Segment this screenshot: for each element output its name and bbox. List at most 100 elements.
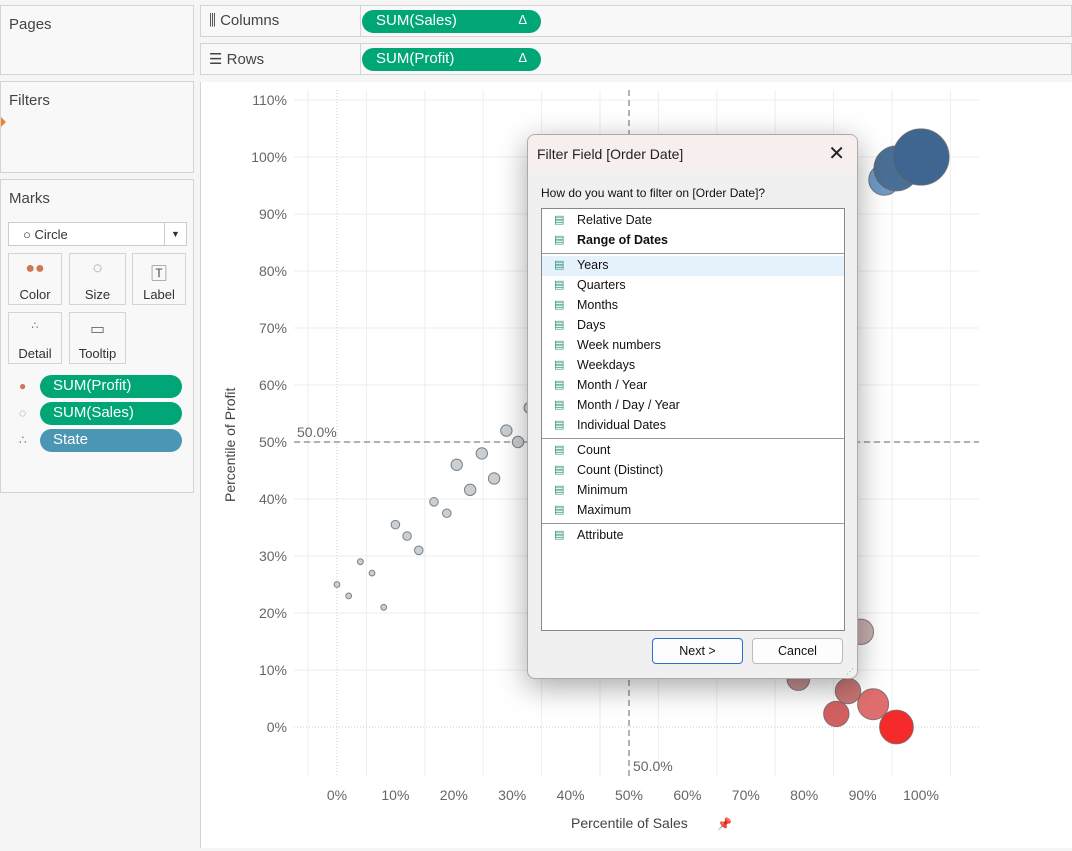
data-point xyxy=(511,435,525,449)
x-tick-label: 100% xyxy=(903,787,939,803)
list-item[interactable]: ▤ Attribute xyxy=(542,526,844,546)
list-item[interactable]: ▤ Range of Dates xyxy=(542,231,844,251)
filter-field-dialog: Filter Field [Order Date] ✕ How do you wa… xyxy=(527,134,858,679)
marks-panel: Marks ○ Circle ▼ ●● Color ◌ Size 🅃 Label ∴ De… xyxy=(0,179,194,493)
list-item[interactable]: ▤ Minimum xyxy=(542,481,844,501)
data-point xyxy=(500,424,513,437)
calendar-icon: ▤ xyxy=(554,444,565,456)
reference-label-y: 50.0% xyxy=(297,424,337,440)
list-item[interactable]: ▤ Weekdays xyxy=(542,356,844,376)
data-point xyxy=(857,688,890,721)
data-point xyxy=(892,128,950,186)
data-point xyxy=(823,700,850,728)
list-item[interactable]: ▤ Years xyxy=(542,256,844,276)
list-item[interactable]: ▤ Months xyxy=(542,296,844,316)
data-point xyxy=(487,472,501,485)
filters-panel[interactable]: Filters xyxy=(0,81,194,173)
list-item[interactable]: ▤ Maximum xyxy=(542,501,844,521)
pages-panel[interactable]: Pages xyxy=(0,5,194,75)
list-item[interactable]: ▤ Individual Dates xyxy=(542,416,844,436)
calendar-icon: ▤ xyxy=(554,359,565,371)
delta-icon: Δ xyxy=(518,12,527,27)
data-point xyxy=(441,508,452,519)
calendar-icon: ▤ xyxy=(554,339,565,351)
list-item[interactable]: ▤ Week numbers xyxy=(542,336,844,356)
data-point xyxy=(345,592,353,600)
size-icon: ◌ xyxy=(92,260,103,277)
list-item[interactable]: ▤ Days xyxy=(542,316,844,336)
list-item-label: Week numbers xyxy=(577,338,661,352)
cancel-button[interactable]: Cancel xyxy=(752,638,843,664)
profit-pill[interactable]: SUM(Profit) Δ xyxy=(362,48,541,71)
y-tick-label: 80% xyxy=(259,263,287,279)
color-button[interactable]: ●● Color xyxy=(8,253,62,305)
tooltip-button[interactable]: ▭ Tooltip xyxy=(69,312,126,364)
x-tick-label: 80% xyxy=(790,787,818,803)
x-axis-title: Percentile of Sales xyxy=(571,815,688,831)
data-point xyxy=(463,483,477,497)
data-point xyxy=(356,558,364,566)
filter-type-list[interactable]: ▤ Relative Date ▤ Range of Dates ▤ Years ▤ Quar… xyxy=(541,208,845,631)
list-item[interactable]: ▤ Count (Distinct) xyxy=(542,461,844,481)
columns-text: Columns xyxy=(220,12,280,29)
list-item-label: Quarters xyxy=(577,278,626,292)
y-tick-label: 90% xyxy=(259,206,287,222)
data-point xyxy=(429,497,439,507)
y-tick-label: 110% xyxy=(252,92,287,108)
sales-pill[interactable]: SUM(Sales) Δ xyxy=(362,10,541,33)
dialog-title-bar[interactable]: Filter Field [Order Date] ✕ xyxy=(528,135,857,172)
label-icon: 🅃 xyxy=(150,266,167,283)
dialog-question: How do you want to filter on [Order Date… xyxy=(541,186,766,200)
y-tick-label: 10% xyxy=(259,662,287,678)
calendar-icon: ▤ xyxy=(554,259,565,271)
calendar-icon: ▤ xyxy=(554,379,565,391)
columns-shelf[interactable]: ⫼ Columns SUM(Sales) Δ xyxy=(200,5,1072,37)
list-item-label: Range of Dates xyxy=(577,233,668,247)
next-button[interactable]: Next > xyxy=(652,638,743,664)
list-item-label: Individual Dates xyxy=(577,418,666,432)
color-label: Color xyxy=(19,287,51,302)
calendar-icon: ▤ xyxy=(554,529,565,541)
rows-shelf[interactable]: ☰ Rows SUM(Profit) Δ xyxy=(200,43,1072,75)
x-tick-label: 10% xyxy=(381,787,409,803)
columns-label: ⫼ Columns xyxy=(201,6,361,36)
color-icon: ● xyxy=(19,379,27,393)
list-item-label: Relative Date xyxy=(577,213,653,227)
list-item-label: Attribute xyxy=(577,528,624,542)
y-axis-title: Percentile of Profit xyxy=(222,388,238,502)
list-item-label: Count (Distinct) xyxy=(577,463,664,477)
size-icon: ◌ xyxy=(19,406,27,420)
x-tick-label: 60% xyxy=(673,787,701,803)
calendar-icon: ▤ xyxy=(554,464,565,476)
y-tick-label: 40% xyxy=(259,491,287,507)
list-item[interactable]: ▤ Relative Date xyxy=(542,211,844,231)
list-item[interactable]: ▤ Month / Year xyxy=(542,376,844,396)
profit-color-pill[interactable]: SUM(Profit) xyxy=(40,375,182,398)
data-point xyxy=(475,447,489,460)
list-item[interactable]: ▤ Quarters xyxy=(542,276,844,296)
x-tick-label: 50% xyxy=(615,787,643,803)
detail-button[interactable]: ∴ Detail xyxy=(8,312,62,364)
close-icon[interactable]: ✕ xyxy=(828,143,845,165)
profit-pill-label: SUM(Profit) xyxy=(376,50,455,67)
chevron-down-icon[interactable]: ▼ xyxy=(164,223,186,245)
data-point xyxy=(834,677,862,705)
size-button[interactable]: ◌ Size xyxy=(69,253,126,305)
list-item[interactable]: ▤ Month / Day / Year xyxy=(542,396,844,416)
list-item[interactable]: ▤ Count xyxy=(542,441,844,461)
mark-type-dropdown[interactable]: ○ Circle ▼ xyxy=(8,222,187,246)
label-button[interactable]: 🅃 Label xyxy=(132,253,186,305)
marks-title: Marks xyxy=(9,190,50,207)
calendar-icon: ▤ xyxy=(554,399,565,411)
list-item-label: Weekdays xyxy=(577,358,636,372)
state-detail-pill[interactable]: State xyxy=(40,429,182,452)
resize-grip-icon[interactable]: ⋰ xyxy=(846,667,854,676)
size-label: Size xyxy=(84,287,111,302)
color-icon: ●● xyxy=(25,260,45,277)
pin-icon: 📌 xyxy=(717,816,732,831)
sales-size-pill[interactable]: SUM(Sales) xyxy=(40,402,182,425)
y-tick-label: 30% xyxy=(259,548,287,564)
list-item-label: Month / Day / Year xyxy=(577,398,680,412)
mark-type-value: Circle xyxy=(34,227,68,242)
x-tick-label: 90% xyxy=(849,787,877,803)
